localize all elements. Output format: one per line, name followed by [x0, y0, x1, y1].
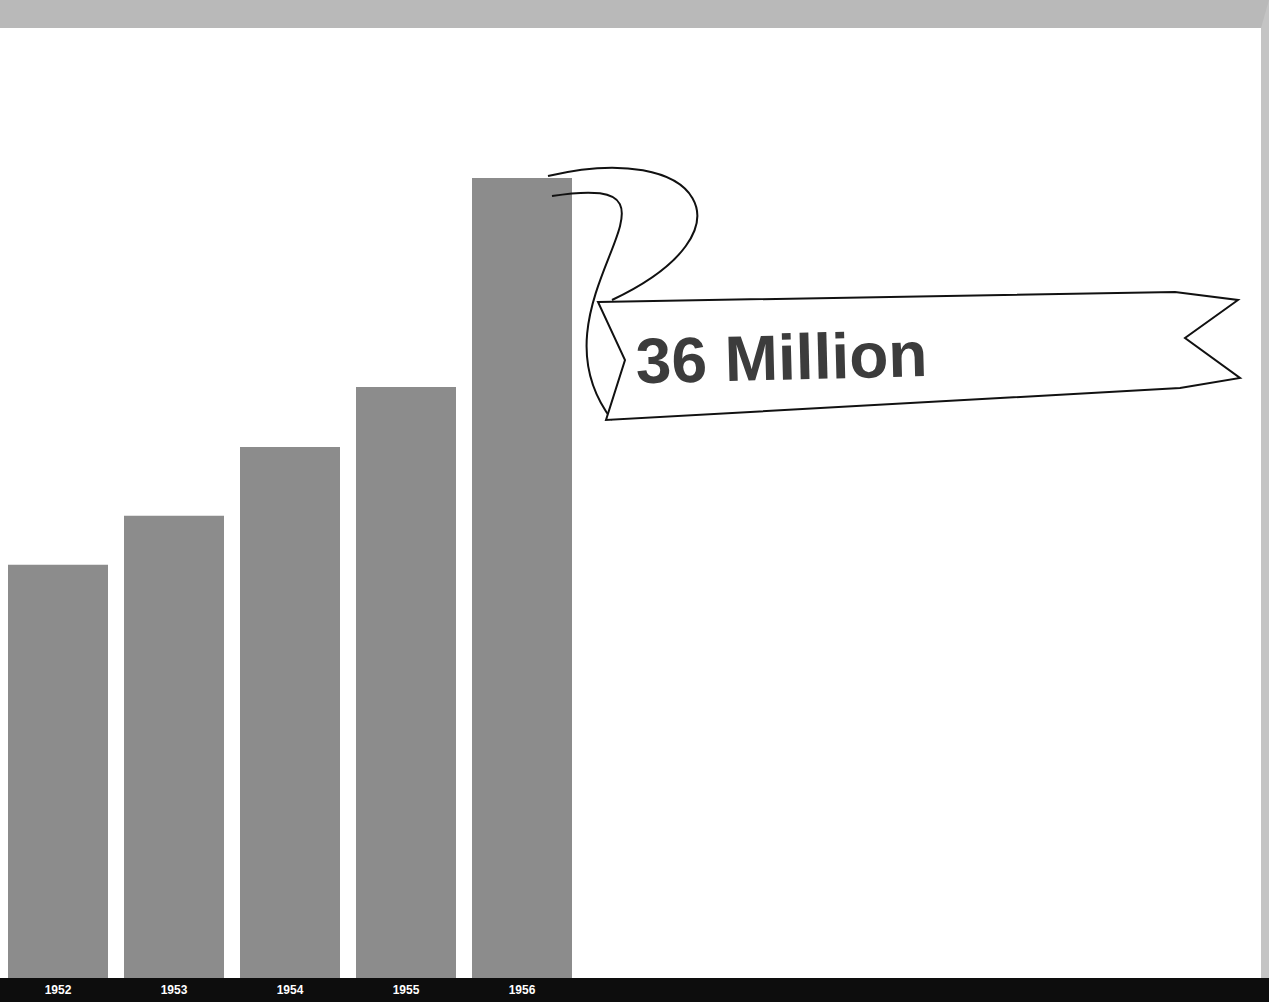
svg-text:1955: 1955: [393, 983, 420, 997]
svg-text:1952: 1952: [45, 983, 72, 997]
svg-text:1953: 1953: [161, 983, 188, 997]
svg-text:1954: 1954: [277, 983, 304, 997]
svg-text:36 Million: 36 Million: [635, 318, 928, 397]
svg-text:1956: 1956: [509, 983, 536, 997]
